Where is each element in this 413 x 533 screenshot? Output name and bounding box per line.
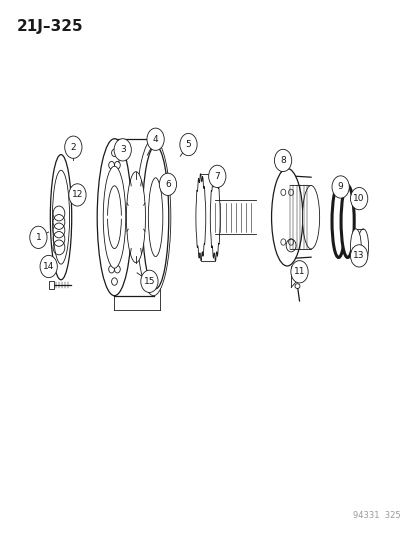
Text: 14: 14 xyxy=(43,262,54,271)
Ellipse shape xyxy=(148,178,162,256)
Circle shape xyxy=(350,245,367,267)
Ellipse shape xyxy=(136,139,171,296)
Ellipse shape xyxy=(331,185,344,257)
Circle shape xyxy=(140,270,158,293)
Ellipse shape xyxy=(142,146,169,289)
Circle shape xyxy=(179,133,197,156)
Circle shape xyxy=(159,173,176,196)
Circle shape xyxy=(350,188,367,210)
Circle shape xyxy=(64,136,82,158)
Text: 21J–325: 21J–325 xyxy=(17,19,83,34)
Text: 5: 5 xyxy=(185,140,191,149)
Text: 12: 12 xyxy=(71,190,83,199)
Text: 11: 11 xyxy=(293,268,304,276)
Polygon shape xyxy=(210,174,220,261)
Text: 8: 8 xyxy=(280,156,285,165)
Ellipse shape xyxy=(97,139,131,296)
Text: 2: 2 xyxy=(70,143,76,152)
Circle shape xyxy=(331,176,349,198)
Text: 6: 6 xyxy=(165,180,171,189)
Text: 7: 7 xyxy=(214,172,220,181)
Text: 10: 10 xyxy=(353,194,364,203)
Text: 4: 4 xyxy=(152,135,158,144)
Ellipse shape xyxy=(357,229,368,264)
Circle shape xyxy=(147,128,164,150)
Circle shape xyxy=(69,184,86,206)
FancyBboxPatch shape xyxy=(49,281,54,289)
Circle shape xyxy=(114,139,131,161)
Text: 94331  325: 94331 325 xyxy=(352,511,399,520)
Ellipse shape xyxy=(350,229,360,264)
Circle shape xyxy=(290,261,307,283)
Text: 3: 3 xyxy=(119,146,125,155)
Ellipse shape xyxy=(294,284,299,288)
Ellipse shape xyxy=(302,185,319,249)
Text: 15: 15 xyxy=(143,277,155,286)
Text: 9: 9 xyxy=(337,182,343,191)
Ellipse shape xyxy=(340,185,354,257)
Polygon shape xyxy=(195,174,205,261)
Circle shape xyxy=(274,149,291,172)
Ellipse shape xyxy=(50,155,71,280)
Ellipse shape xyxy=(103,166,126,268)
Text: 1: 1 xyxy=(36,233,41,242)
Text: 13: 13 xyxy=(353,252,364,261)
Circle shape xyxy=(208,165,225,188)
Circle shape xyxy=(40,255,57,278)
Circle shape xyxy=(30,226,47,248)
Ellipse shape xyxy=(271,168,302,266)
Ellipse shape xyxy=(126,172,145,263)
